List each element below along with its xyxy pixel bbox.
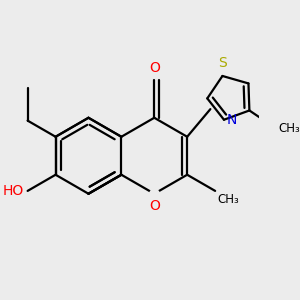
Text: O: O [149, 200, 160, 214]
Text: HO: HO [3, 184, 24, 198]
Text: CH₃: CH₃ [218, 193, 239, 206]
Text: S: S [218, 56, 227, 70]
Text: CH₃: CH₃ [278, 122, 300, 135]
Text: N: N [226, 113, 237, 127]
Text: O: O [149, 61, 160, 75]
